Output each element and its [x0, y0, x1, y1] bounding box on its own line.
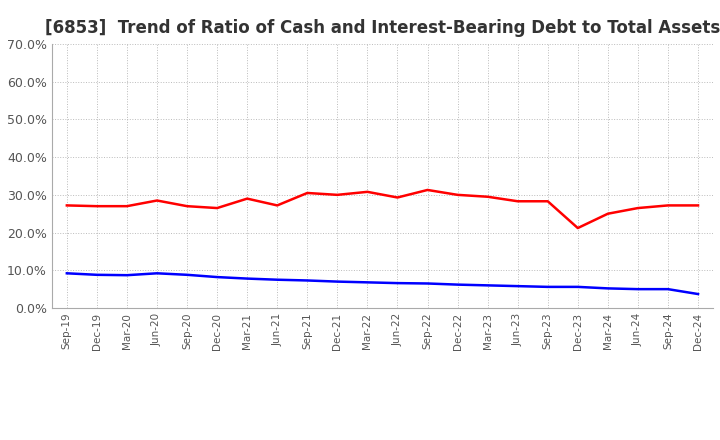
Cash	[363, 189, 372, 194]
Interest-Bearing Debt	[183, 272, 192, 278]
Interest-Bearing Debt	[153, 271, 161, 276]
Cash	[544, 198, 552, 204]
Line: Interest-Bearing Debt: Interest-Bearing Debt	[67, 273, 698, 294]
Cash	[93, 204, 102, 209]
Cash	[423, 187, 432, 193]
Interest-Bearing Debt	[544, 284, 552, 290]
Cash	[454, 192, 462, 198]
Interest-Bearing Debt	[363, 280, 372, 285]
Interest-Bearing Debt	[393, 280, 402, 286]
Cash	[333, 192, 342, 198]
Cash	[693, 203, 702, 208]
Cash	[393, 195, 402, 200]
Interest-Bearing Debt	[634, 286, 642, 292]
Cash	[573, 225, 582, 231]
Interest-Bearing Debt	[333, 279, 342, 284]
Interest-Bearing Debt	[603, 286, 612, 291]
Interest-Bearing Debt	[483, 283, 492, 288]
Cash	[153, 198, 161, 203]
Cash	[273, 203, 282, 208]
Cash	[664, 203, 672, 208]
Cash	[513, 198, 522, 204]
Interest-Bearing Debt	[93, 272, 102, 278]
Cash	[243, 196, 251, 201]
Cash	[122, 204, 131, 209]
Cash	[303, 191, 312, 196]
Interest-Bearing Debt	[122, 272, 131, 278]
Interest-Bearing Debt	[273, 277, 282, 282]
Cash	[603, 211, 612, 216]
Interest-Bearing Debt	[303, 278, 312, 283]
Cash	[63, 203, 71, 208]
Interest-Bearing Debt	[454, 282, 462, 287]
Interest-Bearing Debt	[243, 276, 251, 281]
Interest-Bearing Debt	[664, 286, 672, 292]
Cash	[213, 205, 222, 211]
Interest-Bearing Debt	[213, 275, 222, 280]
Cash	[634, 205, 642, 211]
Interest-Bearing Debt	[513, 283, 522, 289]
Interest-Bearing Debt	[423, 281, 432, 286]
Interest-Bearing Debt	[63, 271, 71, 276]
Line: Cash: Cash	[67, 190, 698, 228]
Interest-Bearing Debt	[693, 291, 702, 297]
Cash	[483, 194, 492, 199]
Interest-Bearing Debt	[573, 284, 582, 290]
Cash	[183, 204, 192, 209]
Title: [6853]  Trend of Ratio of Cash and Interest-Bearing Debt to Total Assets: [6853] Trend of Ratio of Cash and Intere…	[45, 19, 720, 37]
